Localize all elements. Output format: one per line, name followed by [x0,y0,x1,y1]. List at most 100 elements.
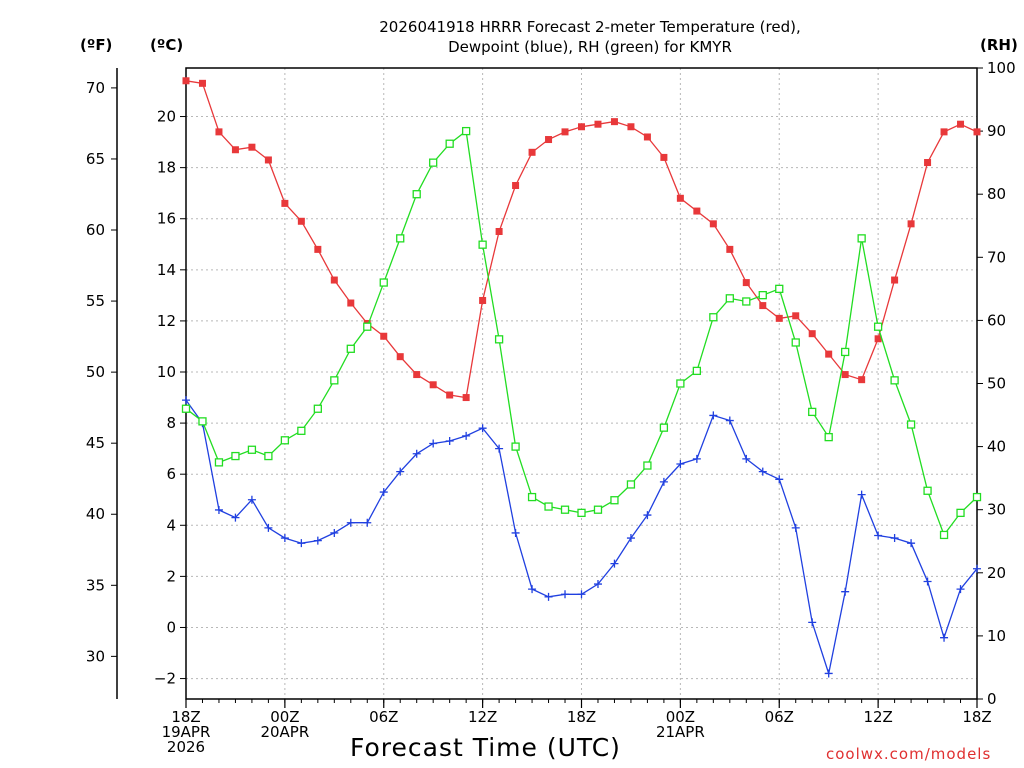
dewpoint-point [264,523,273,532]
rh-point [445,139,454,148]
temperature-point [528,148,536,156]
c-axis-tick-label: 2 [166,567,176,585]
rh-point [873,322,883,331]
dewpoint-point [956,585,965,594]
x-axis-tick-label: 18Z [171,708,200,726]
rh-point [379,278,388,287]
x-axis-tick-label: 00Z [270,708,299,726]
c-axis-tick-label: 10 [157,363,176,381]
f-axis-tick-label: 50 [86,363,105,381]
temperature-point [215,128,223,136]
rh-point [923,486,932,495]
rh-point [709,313,718,322]
rh-axis-tick-label: 40 [987,438,1006,456]
rh-point [841,347,850,357]
f-axis-tick-label: 40 [86,505,105,523]
dewpoint-point [857,490,866,499]
rh-axis-tick-label: 20 [987,564,1006,582]
dewpoint-point [626,534,635,543]
x-axis-tick-label: 20APR [260,723,309,741]
rh-point [346,344,355,353]
c-axis-tick-label: 0 [166,618,176,636]
dewpoint-point [182,396,190,405]
dewpoint-point [659,477,668,486]
dewpoint-point [429,439,438,448]
dewpoint-point [379,488,388,497]
temperature-point [297,217,305,225]
dewpoint-point [396,467,405,476]
x-axis-tick-label: 2026 [167,738,205,756]
series-layer [181,77,982,678]
rh-point [544,502,553,511]
rh-point [890,376,899,385]
f-axis-tick-label: 55 [86,292,105,310]
rh-point [264,451,273,461]
temperature-point [775,314,783,322]
dewpoint-point [923,577,932,586]
temperature-point [446,391,454,399]
temperature-point [858,376,866,384]
rh-point [214,458,224,467]
c-axis-tick-label: 6 [166,465,176,483]
credit-text: coolwx.com/models [826,745,992,763]
unit-label-rh: (RH) [980,36,1018,54]
rh-axis-tick-label: 50 [987,375,1006,393]
temperature-point [594,120,602,128]
dewpoint-line [185,399,978,677]
rh-axis-tick-label: 70 [987,248,1006,266]
rh-point [758,291,767,300]
dewpoint-point [742,454,751,463]
temperature-point [380,332,388,340]
rh-axis-tick-label: 100 [987,59,1016,77]
dewpoint-point [973,564,981,573]
temperature-point [396,353,404,361]
dewpoint-point [758,467,767,476]
rh-point [198,417,207,426]
dewpoint-point [412,449,421,458]
dewpoint-point [561,590,570,599]
temperature-point [627,123,635,131]
temperature-point [957,120,965,128]
dewpoint-point [692,454,701,463]
temperature-point [429,381,437,389]
rh-point [478,240,487,249]
rh-axis-tick-label: 90 [987,122,1006,140]
rh-point [593,505,603,514]
temperature-point [330,276,338,284]
rh-point [494,335,504,344]
f-axis-tick-label: 60 [86,221,105,239]
temperature-point [231,146,239,154]
dewpoint-point [610,559,619,568]
temperature-point [940,128,948,136]
rh-point [363,322,372,331]
rh-point [527,492,537,502]
temperature-point [709,220,717,228]
x-axis-tick-label: 18Z [962,708,991,726]
temperature-point [561,128,569,136]
rh-point [626,480,636,489]
temperature-point [248,143,256,151]
x-axis-tick-label: 19APR [162,723,211,741]
temperature-point [660,153,668,161]
dewpoint-point [330,528,339,537]
temperature-point [726,245,734,253]
rh-point [577,508,586,518]
temperature-point [973,128,981,136]
temperature-point [347,299,355,307]
rh-point [297,426,306,435]
dewpoint-point [313,536,322,545]
dewpoint-point [231,513,240,522]
temperature-point [825,350,833,358]
temperature-point [578,123,585,131]
dewpoint-point [841,587,850,596]
c-axis-tick-label: 16 [157,210,176,228]
x-axis-tick-label: 06Z [765,708,794,726]
temperature-point [610,118,618,126]
temperature-point [808,330,816,338]
dewpoint-point [214,505,223,514]
dewpoint-point [709,411,718,420]
dewpoint-point [280,534,289,543]
c-axis-tick-label: −2 [154,670,176,688]
dewpoint-point [643,511,652,520]
